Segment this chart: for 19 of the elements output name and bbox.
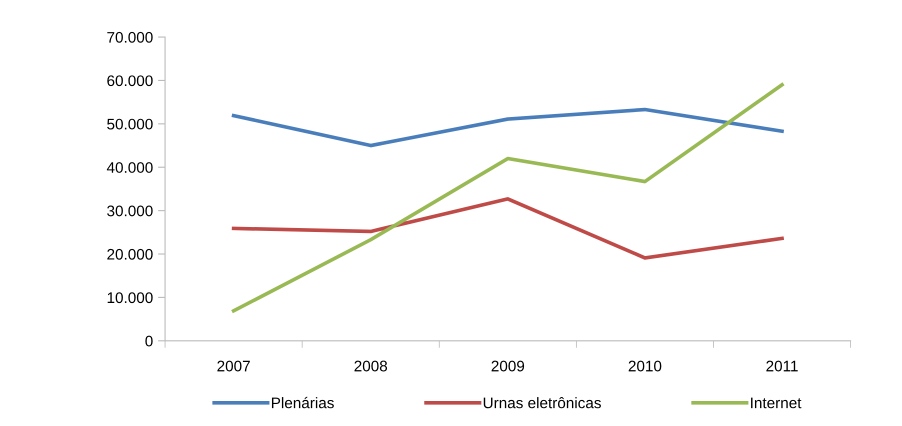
- x-tick-label: 2009: [492, 360, 524, 372]
- legend-label: Internet: [751, 398, 802, 408]
- x-tick-label: 2010: [628, 360, 662, 372]
- legend-label: Urnas eletrônicas: [484, 397, 601, 408]
- x-tick-label: 2007: [217, 360, 250, 372]
- y-tick-label: 70.000: [107, 32, 153, 43]
- x-tick-label: 2008: [354, 360, 388, 372]
- y-tick-label: 40.000: [106, 162, 153, 173]
- y-tick-label: 60.000: [107, 75, 153, 86]
- y-tick-label: 30.000: [107, 205, 153, 216]
- line-series: [232, 197, 784, 260]
- line-series: [232, 108, 784, 148]
- y-tick-label: 0: [145, 336, 153, 346]
- y-tick-label: 20.000: [107, 248, 153, 260]
- y-tick-label: 10.000: [108, 292, 153, 304]
- line-series: [232, 82, 784, 313]
- x-tick-label: 2011: [766, 360, 798, 372]
- y-tick-label: 50.000: [107, 118, 153, 130]
- legend-label: Plenárias: [272, 396, 334, 408]
